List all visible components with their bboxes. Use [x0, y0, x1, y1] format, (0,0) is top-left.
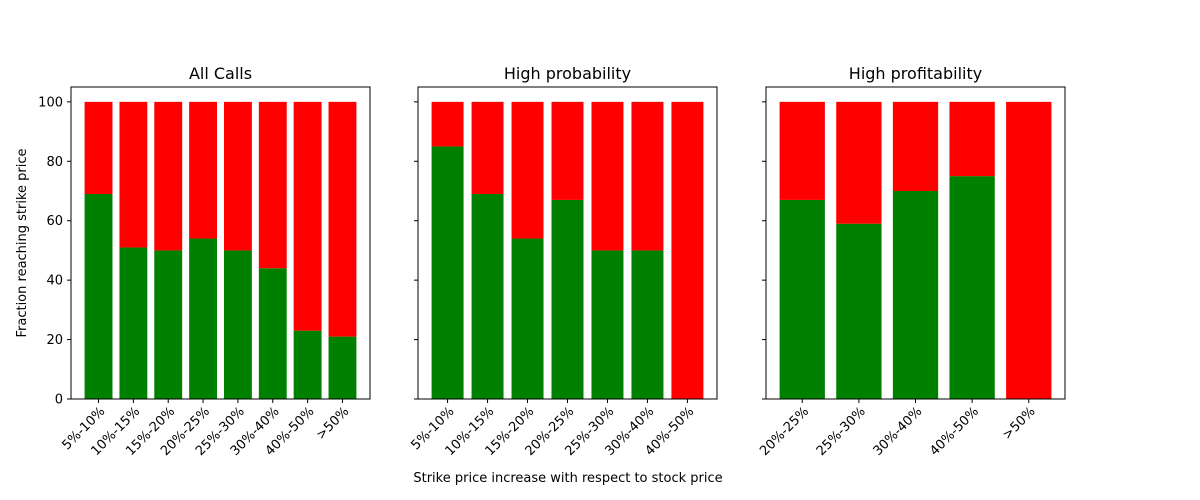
bar-reached-6: [258, 268, 287, 399]
bar-reached-2: [836, 223, 882, 399]
x-tick-label: 25%-30%: [814, 404, 869, 459]
chart-panel-2: 5%-10%10%-15%15%-20%20%-25%25%-30%30%-40…: [408, 64, 718, 459]
bar-reached-4: [189, 238, 218, 399]
chart-panel-1: 0204060801005%-10%10%-15%15%-20%20%-25%2…: [38, 64, 371, 459]
bar-not-reached-5: [1006, 101, 1052, 400]
x-tick-label: 20%-25%: [757, 404, 812, 459]
bar-not-reached-6: [631, 101, 664, 251]
y-tick-label: 40: [46, 274, 63, 289]
bar-not-reached-6: [258, 101, 287, 269]
x-tick-label: >50%: [1000, 404, 1039, 443]
bar-not-reached-2: [471, 101, 504, 194]
bar-reached-8: [328, 336, 357, 399]
bar-not-reached-3: [511, 101, 544, 239]
bar-not-reached-4: [551, 101, 584, 200]
y-tick-label: 80: [46, 155, 63, 170]
bar-reached-7: [293, 330, 322, 399]
bar-not-reached-4: [949, 101, 995, 177]
bar-reached-1: [431, 146, 464, 399]
bar-not-reached-1: [431, 101, 464, 147]
bar-not-reached-8: [328, 101, 357, 337]
bar-not-reached-2: [119, 101, 148, 248]
x-axis-label: Strike price increase with respect to st…: [413, 471, 722, 486]
bar-reached-3: [511, 238, 544, 399]
plot-frame: [70, 86, 371, 400]
chart-panels: 0 20 40 60 80 100 5%-10%10%-15%15%-20%20%-25%2…: [38, 64, 1066, 459]
y-tick-label: 100: [38, 95, 63, 110]
bar-reached-6: [631, 250, 664, 399]
bar-reached-1: [84, 193, 113, 399]
bar-not-reached-1: [84, 101, 113, 194]
bar-reached-5: [591, 250, 624, 399]
bar-not-reached-3: [154, 101, 183, 251]
bar-reached-2: [119, 247, 148, 399]
y-tick-label: 20: [46, 333, 63, 348]
bar-reached-5: [223, 250, 252, 399]
bar-not-reached-5: [223, 101, 252, 251]
x-tick-label: 40%-50%: [927, 404, 982, 459]
bar-reached-2: [471, 193, 504, 399]
y-tick-label: 60: [46, 214, 63, 229]
bar-not-reached-3: [892, 101, 939, 191]
y-axis-label: Fraction reaching strike price: [15, 148, 30, 337]
chart-panel-3: 20%-25% 25%-30% 30%-40% 40%-50% >50% High pro…: [757, 64, 1066, 459]
bar-not-reached-5: [591, 101, 624, 251]
panel-title: All Calls: [189, 64, 252, 83]
bar-reached-3: [154, 250, 183, 399]
bar-reached-1: [779, 199, 825, 399]
panel-title: High profitability: [849, 64, 982, 83]
bar-reached-4: [949, 176, 995, 399]
x-tick-label: 30%-40%: [871, 404, 926, 459]
x-tick-label: >50%: [314, 404, 353, 443]
y-tick-label: 0: [55, 393, 63, 408]
bar-reached-4: [551, 199, 584, 399]
panel-title: High probability: [504, 64, 631, 83]
bar-not-reached-2: [836, 101, 882, 224]
bar-not-reached-7: [671, 101, 704, 400]
bar-reached-3: [892, 191, 939, 399]
bar-not-reached-7: [293, 101, 322, 331]
bar-not-reached-1: [779, 101, 825, 200]
bar-not-reached-4: [189, 101, 218, 239]
